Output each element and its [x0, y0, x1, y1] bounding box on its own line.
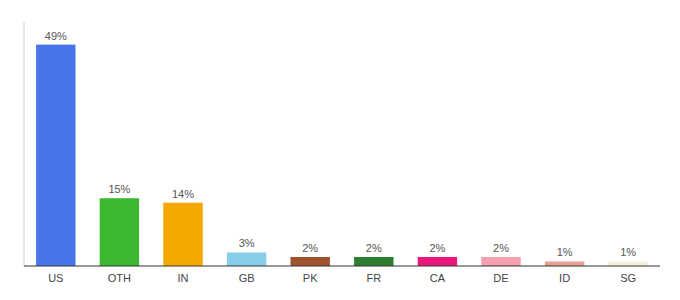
bar [608, 261, 647, 266]
bar [36, 45, 75, 266]
x-tick-label: FR [366, 272, 381, 284]
data-label: 1% [557, 246, 573, 258]
data-label: 2% [493, 242, 509, 254]
bar [100, 198, 139, 266]
bar [481, 257, 520, 266]
x-tick-label: CA [430, 272, 446, 284]
data-label: 2% [429, 242, 445, 254]
x-axis-line [24, 266, 660, 267]
bar [545, 261, 584, 266]
chart-container: US OTH IN GB PK FR CA DE ID SG 49% 15% 14% 3% 2% 2% 2% 2%… [0, 0, 680, 300]
chart-svg: US OTH IN GB PK FR CA DE ID SG 49% 15% 14% 3% 2% 2% 2% 2%… [0, 0, 680, 300]
data-label: 49% [45, 30, 67, 42]
data-label: 2% [302, 242, 318, 254]
data-label: 2% [366, 242, 382, 254]
bar [227, 252, 266, 266]
data-label: 15% [108, 183, 130, 195]
x-tick-label: PK [303, 272, 318, 284]
x-tick-label: ID [559, 272, 570, 284]
bar [163, 203, 202, 266]
x-tick-label: OTH [108, 272, 131, 284]
bar [354, 257, 393, 266]
y-axis-line [24, 22, 25, 266]
x-tick-label: IN [178, 272, 189, 284]
bar [418, 257, 457, 266]
bars [36, 45, 648, 266]
x-tick-label: SG [620, 272, 636, 284]
x-tick-label: GB [239, 272, 255, 284]
data-label: 14% [172, 188, 194, 200]
x-tick-label: US [48, 272, 63, 284]
x-tick-label: DE [493, 272, 508, 284]
data-label: 1% [620, 246, 636, 258]
data-label: 3% [239, 237, 255, 249]
bar [290, 257, 329, 266]
